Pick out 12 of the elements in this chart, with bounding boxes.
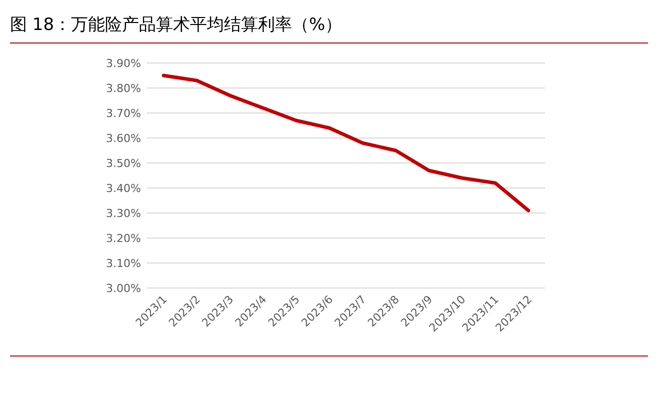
y-tick-label: 3.40%: [106, 182, 141, 195]
chart-title: 图 18：万能险产品算术平均结算利率（%）: [10, 15, 342, 35]
y-tick-label: 3.00%: [106, 282, 141, 295]
y-tick-label: 3.80%: [106, 82, 141, 95]
y-tick-label: 3.20%: [106, 232, 141, 245]
y-tick-label: 3.60%: [106, 132, 141, 145]
y-tick-label: 3.90%: [106, 57, 141, 70]
y-tick-label: 3.10%: [106, 257, 141, 270]
y-tick-label: 3.70%: [106, 107, 141, 120]
y-tick-label: 3.30%: [106, 207, 141, 220]
y-tick-label: 3.50%: [106, 157, 141, 170]
line-series: [162, 74, 530, 212]
